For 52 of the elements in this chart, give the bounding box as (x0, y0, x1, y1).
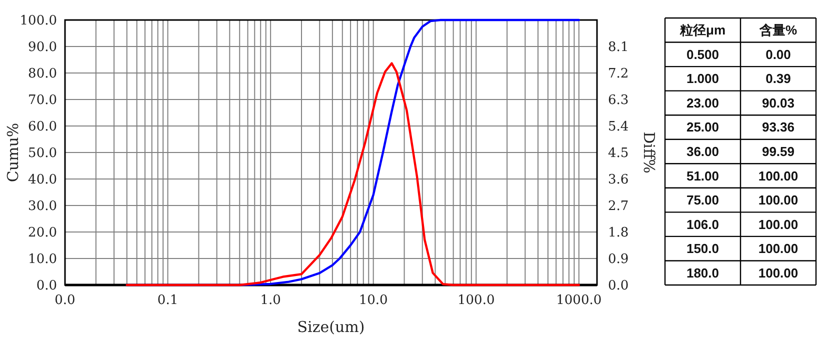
y-tick-label: 0.0 (36, 278, 57, 294)
y-tick-label: 90.0 (28, 40, 57, 55)
text: 23.00 (686, 95, 720, 110)
text: 1.000 (686, 71, 720, 86)
text: 51.00 (686, 168, 720, 184)
x-tick-label: 0.1 (157, 293, 178, 308)
y-tick-label: 20.0 (28, 226, 57, 240)
x-tick-label: 10.0 (358, 293, 388, 308)
y-tick-label: 50.0 (28, 146, 57, 161)
text: 75.00 (686, 192, 720, 208)
text: 36.00 (686, 144, 720, 159)
text: 粒径μm (678, 22, 726, 38)
text: 93.36 (762, 120, 795, 135)
y-tick-label: 10.0 (28, 252, 57, 267)
y-tick-label: 30.0 (28, 199, 57, 214)
text: 150.0 (686, 241, 720, 256)
text: 100.00 (758, 241, 798, 256)
text: 25.00 (686, 120, 720, 135)
y2-tick-label: 5.4 (608, 120, 629, 134)
y2-tick-label: 1.8 (608, 226, 629, 240)
y-tick-label: 60.0 (28, 120, 57, 134)
y2-tick-label: 0.9 (608, 252, 629, 267)
x-tick-label: 0.0 (54, 293, 76, 308)
text: 90.03 (762, 95, 795, 110)
x-axis-title: Size(um) (297, 318, 365, 336)
text: 100.00 (758, 168, 798, 184)
y2-axis-title: Diff% (640, 132, 658, 174)
y-tick-label: 80.0 (28, 66, 57, 82)
x-tick-label: 1000.0 (556, 293, 602, 308)
y2-tick-label: 2.7 (608, 199, 629, 214)
y-tick-label: 40.0 (28, 172, 57, 188)
text: 100.00 (758, 192, 798, 208)
text: 0.39 (766, 71, 791, 86)
text: 100.00 (758, 216, 798, 232)
y2-tick-label: 0.0 (608, 278, 629, 294)
text: 0.500 (686, 46, 720, 62)
y-axis-title: Cumu% (4, 122, 22, 182)
y2-tick-label: 6.3 (608, 93, 629, 108)
y-tick-label: 70.0 (28, 93, 57, 108)
x-tick-label: 100.0 (458, 293, 495, 308)
text: 180.0 (686, 265, 720, 280)
text: 106.0 (686, 216, 720, 232)
y-tick-label: 100.0 (20, 14, 57, 28)
text: 含量% (758, 22, 798, 38)
y2-tick-label: 4.5 (608, 146, 629, 161)
text: 100.00 (758, 265, 798, 280)
text: 0.00 (766, 46, 791, 62)
y2-tick-label: 8.1 (608, 40, 629, 55)
y2-tick-label: 3.6 (608, 172, 629, 188)
x-tick-label: 1.0 (260, 293, 281, 308)
y2-tick-label: 7.2 (608, 66, 629, 82)
text: 99.59 (762, 144, 795, 159)
